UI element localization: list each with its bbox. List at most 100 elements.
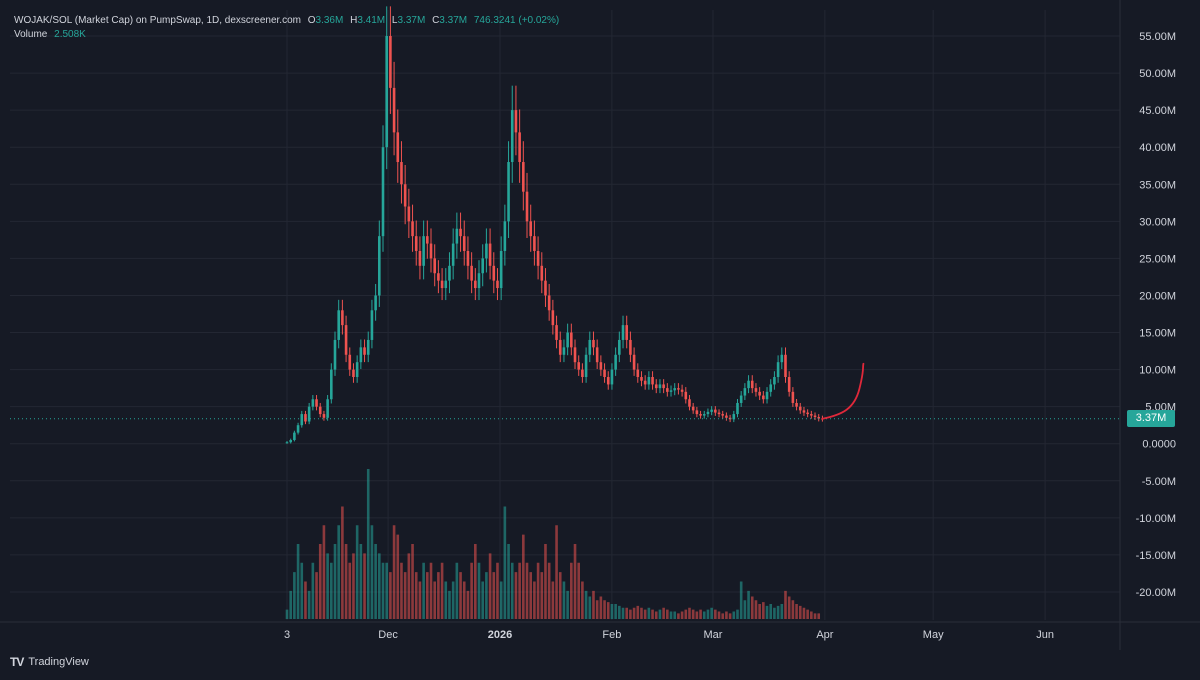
candle-body [688, 399, 691, 407]
candle-body [787, 377, 791, 392]
candle-body [437, 273, 440, 281]
volume-bar [374, 544, 377, 619]
volume-bars [285, 469, 821, 619]
volume-bar [706, 609, 710, 619]
candle-body [496, 280, 499, 289]
volume-bar [330, 562, 333, 619]
candle-body [662, 384, 665, 389]
candle-body [747, 380, 750, 389]
candle-body [378, 236, 381, 296]
volume-bar [451, 581, 455, 619]
candle-body [426, 236, 429, 244]
candle-body [418, 250, 422, 266]
candle-body [714, 409, 717, 413]
candle-body [444, 280, 448, 289]
candle-body [806, 412, 809, 415]
candle-body [769, 384, 773, 392]
volume-bar [547, 562, 551, 619]
candle-body [481, 258, 485, 274]
volume-bar [389, 572, 392, 619]
candle-body [429, 243, 433, 259]
candle-body [403, 184, 407, 207]
tradingview-brand[interactable]: TV TradingView [10, 655, 89, 669]
volume-bar [462, 581, 466, 619]
candle-body [462, 236, 466, 251]
volume-bar [621, 607, 625, 619]
volume-bar [680, 611, 684, 619]
candle-body [474, 280, 477, 289]
volume-bar [544, 544, 547, 619]
candle-body [606, 377, 610, 385]
candle-body [732, 414, 736, 420]
volume-bar [503, 506, 507, 619]
volume-bar [762, 602, 765, 619]
volume-bar [603, 600, 606, 619]
volume-bar [610, 604, 614, 619]
candle-body [499, 250, 503, 289]
candle-body [673, 388, 677, 391]
y-tick-label: 30.00M [1139, 216, 1176, 228]
volume-bar [743, 600, 747, 619]
volume-bar [691, 609, 695, 619]
candle-body [547, 295, 551, 311]
volume-bar [702, 611, 706, 619]
candle-body [492, 265, 496, 281]
candle-body [625, 325, 629, 340]
volume-bar [658, 609, 662, 619]
volume-bar [677, 613, 680, 619]
candle-body [636, 369, 640, 378]
y-tick-label: 40.00M [1139, 142, 1176, 154]
y-tick-label: 0.0000 [1142, 439, 1176, 451]
volume-bar [688, 607, 691, 619]
y-tick-label: 45.00M [1139, 105, 1176, 117]
volume-bar [363, 553, 366, 619]
volume-bar [795, 604, 798, 619]
legend-change: 746.3241 (+0.02%) [473, 15, 560, 26]
volume-bar [359, 544, 363, 619]
x-tick-label: Feb [602, 629, 621, 641]
candle-body [330, 369, 333, 400]
candle-body [433, 258, 437, 274]
candle-body [333, 339, 337, 370]
candle-body [448, 265, 451, 281]
volume-bar [684, 609, 688, 619]
volume-bar [673, 611, 677, 619]
candle-body [603, 369, 606, 378]
candle-body [544, 280, 547, 296]
candle-body [618, 339, 621, 355]
candle-body [289, 440, 292, 443]
volume-bar [525, 562, 529, 619]
volume-bar [773, 607, 776, 619]
volume-bar [496, 562, 499, 619]
candle-body [810, 414, 813, 416]
candle-body [743, 388, 747, 396]
candle-body [374, 295, 377, 311]
volume-bar [817, 613, 821, 619]
candle-body [614, 354, 617, 370]
candle-body [466, 250, 470, 266]
volume-bar [481, 581, 485, 619]
volume-bar [791, 600, 795, 619]
candle-body [581, 369, 584, 378]
volume-bar [499, 581, 503, 619]
candle-body [540, 265, 544, 281]
candle-body [392, 87, 396, 133]
candle-body [485, 243, 488, 259]
volume-bar [344, 544, 348, 619]
y-tick-label: 35.00M [1139, 179, 1176, 191]
volume-bar [695, 611, 699, 619]
volume-bar [669, 611, 673, 619]
y-tick-label: 10.00M [1139, 365, 1176, 377]
candle-body [680, 389, 684, 392]
candle-body [558, 339, 562, 355]
volume-bar [352, 553, 355, 619]
candle-body [514, 110, 518, 133]
volume-bar [426, 572, 429, 619]
volume-bar [411, 544, 414, 619]
candle-body [363, 347, 366, 355]
volume-bar [370, 525, 374, 619]
legend-low-label: L [391, 15, 398, 26]
y-axis: 55.00M 50.00M 45.00M 40.00M 35.00M 30.00M 25.0… [1136, 31, 1176, 599]
